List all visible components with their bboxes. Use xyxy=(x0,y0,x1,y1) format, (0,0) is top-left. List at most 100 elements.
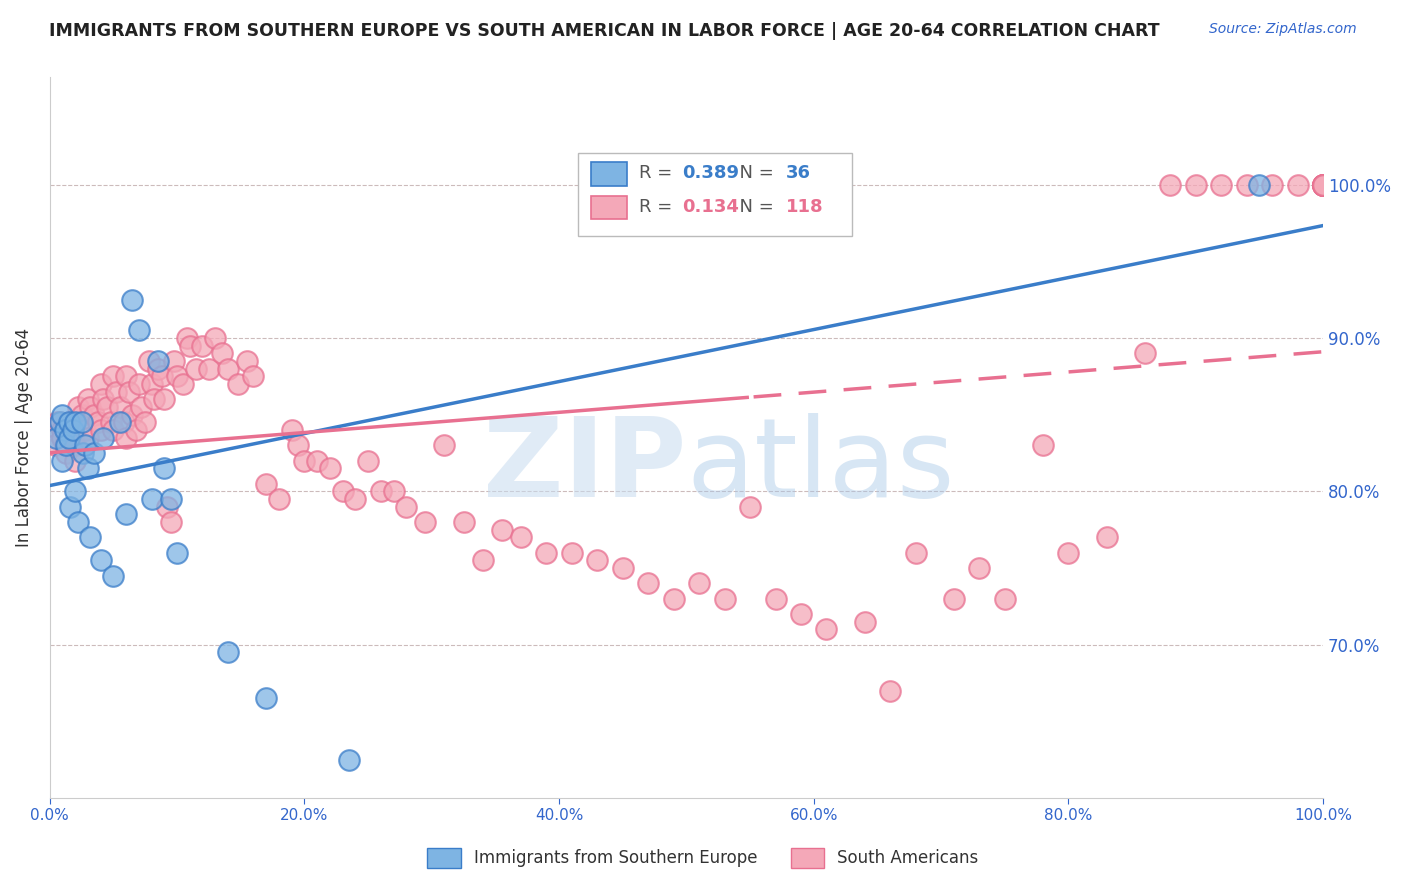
Point xyxy=(59,423,82,437)
Point xyxy=(90,377,112,392)
Point xyxy=(72,446,94,460)
Point xyxy=(150,369,173,384)
Point xyxy=(1133,346,1156,360)
Point xyxy=(1211,178,1233,192)
Point xyxy=(76,461,98,475)
Point xyxy=(166,546,188,560)
Point xyxy=(49,416,72,430)
Point xyxy=(62,431,84,445)
Point xyxy=(55,446,77,460)
Point xyxy=(53,423,76,437)
Point xyxy=(1312,178,1334,192)
Point xyxy=(46,416,69,430)
Point xyxy=(103,568,125,582)
Point xyxy=(688,576,710,591)
Text: R =: R = xyxy=(640,164,678,182)
Text: R =: R = xyxy=(640,198,678,216)
Point xyxy=(1249,178,1271,192)
Point xyxy=(58,416,80,430)
Point xyxy=(166,369,188,384)
Point xyxy=(1261,178,1284,192)
Point xyxy=(226,377,249,392)
Point xyxy=(319,461,342,475)
Point xyxy=(382,484,405,499)
Point xyxy=(146,361,169,376)
Point xyxy=(146,354,169,368)
Point xyxy=(236,354,259,368)
Bar xyxy=(591,196,627,219)
Point xyxy=(159,492,181,507)
Point xyxy=(141,377,163,392)
Point xyxy=(287,438,309,452)
Point xyxy=(70,416,93,430)
Point xyxy=(51,423,73,437)
Point xyxy=(184,361,207,376)
Point xyxy=(104,384,127,399)
Point xyxy=(44,438,66,452)
Point xyxy=(815,623,838,637)
Point xyxy=(115,508,138,522)
Point xyxy=(115,369,138,384)
Point xyxy=(1095,530,1118,544)
Point xyxy=(70,408,93,422)
Point xyxy=(1312,178,1334,192)
Point xyxy=(395,500,418,514)
Point xyxy=(51,454,73,468)
Point xyxy=(267,492,290,507)
Point xyxy=(128,323,150,337)
Point xyxy=(254,691,277,706)
Point xyxy=(803,178,825,192)
Point xyxy=(790,607,813,621)
Point xyxy=(1159,178,1181,192)
Point xyxy=(103,423,125,437)
Point xyxy=(63,416,86,430)
Text: ZIP: ZIP xyxy=(484,413,686,520)
Point xyxy=(45,431,67,445)
Point xyxy=(332,484,354,499)
Point xyxy=(765,591,787,606)
Point xyxy=(87,416,110,430)
Point xyxy=(536,546,558,560)
Point xyxy=(1312,178,1334,192)
Point xyxy=(58,431,80,445)
Point xyxy=(63,454,86,468)
Point xyxy=(153,392,176,407)
Point xyxy=(115,431,138,445)
Point xyxy=(91,392,114,407)
Point xyxy=(79,400,101,414)
Point xyxy=(55,438,77,452)
Point xyxy=(90,553,112,567)
Point xyxy=(128,377,150,392)
Point xyxy=(370,484,392,499)
Y-axis label: In Labor Force | Age 20-64: In Labor Force | Age 20-64 xyxy=(15,328,32,548)
Point xyxy=(662,591,685,606)
Point xyxy=(131,400,153,414)
Point xyxy=(1236,178,1258,192)
Point xyxy=(63,438,86,452)
Point xyxy=(75,438,97,452)
Point xyxy=(96,400,118,414)
Point xyxy=(79,530,101,544)
Point xyxy=(49,416,72,430)
Point xyxy=(1312,178,1334,192)
Text: IMMIGRANTS FROM SOUTHERN EUROPE VS SOUTH AMERICAN IN LABOR FORCE | AGE 20-64 COR: IMMIGRANTS FROM SOUTHERN EUROPE VS SOUTH… xyxy=(49,22,1160,40)
Bar xyxy=(591,162,627,186)
Point xyxy=(904,546,927,560)
Point xyxy=(1286,178,1309,192)
Point xyxy=(112,416,135,430)
Text: 0.134: 0.134 xyxy=(682,198,740,216)
Point xyxy=(1312,178,1334,192)
Point xyxy=(1057,546,1080,560)
Point xyxy=(179,339,201,353)
Point xyxy=(76,392,98,407)
Point xyxy=(103,369,125,384)
Point xyxy=(561,546,583,560)
Point xyxy=(76,431,98,445)
Point xyxy=(159,515,181,529)
Point xyxy=(1032,438,1054,452)
Point xyxy=(204,331,226,345)
Point xyxy=(1312,178,1334,192)
Point xyxy=(125,423,148,437)
Point xyxy=(138,354,160,368)
Point xyxy=(156,500,179,514)
